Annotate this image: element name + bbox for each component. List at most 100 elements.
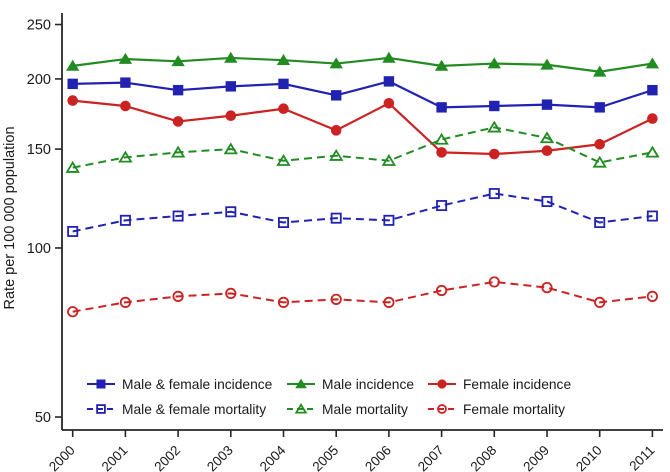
legend-item-male-female-mortality: Male & female mortality: [87, 402, 266, 417]
open-circle-marker: [383, 296, 395, 308]
filled-triangle-marker: [645, 57, 660, 69]
filled-triangle-marker: [382, 51, 396, 63]
x-tick-label: 2008: [468, 443, 500, 472]
filled-circle-marker: [225, 110, 237, 122]
open-circle-marker: [594, 296, 606, 308]
x-tick-label: 2003: [204, 443, 236, 472]
filled-square-marker: [96, 379, 106, 389]
open-triangle-marker: [65, 160, 80, 173]
filled-square-marker: [489, 100, 500, 112]
filled-circle-marker: [172, 116, 184, 127]
open-triangle-marker: [645, 145, 660, 158]
y-tick-label: 50: [35, 410, 51, 426]
filled-square-marker: [383, 76, 395, 87]
open-triangle-marker: [487, 120, 502, 133]
filled-triangle-marker: [593, 65, 607, 77]
filled-circle-marker: [647, 113, 658, 124]
series-female-incidence: [67, 95, 658, 160]
open-circle-marker: [646, 290, 659, 302]
open-circle-marker: [437, 404, 447, 414]
open-circle-marker: [119, 296, 132, 308]
x-tick-label: 2006: [362, 443, 394, 472]
filled-triangle-marker: [329, 57, 343, 69]
filled-circle-marker: [436, 147, 447, 158]
open-triangle-marker: [592, 155, 607, 168]
open-square-marker: [225, 206, 237, 218]
filled-square-marker: [647, 84, 658, 96]
y-tick-label: 150: [27, 142, 51, 158]
open-circle-marker: [67, 306, 79, 318]
series-line: [72, 280, 653, 313]
legend-label: Female incidence: [463, 377, 571, 392]
filled-circle-marker: [437, 379, 447, 389]
filled-square-marker: [594, 102, 605, 113]
series-line: [72, 192, 653, 233]
open-square-marker: [330, 212, 342, 224]
filled-triangle-marker: [276, 54, 291, 66]
x-tick-label: 2010: [573, 443, 605, 472]
filled-circle-marker: [120, 100, 131, 112]
x-tick-label: 2004: [257, 442, 289, 472]
legend-label: Female mortality: [463, 402, 565, 417]
open-triangle-marker: [276, 154, 291, 166]
filled-triangle-marker: [295, 378, 307, 389]
filled-circle-marker: [594, 138, 605, 150]
open-triangle-marker: [539, 131, 555, 144]
legend-item-female-mortality: Female mortality: [428, 402, 565, 417]
series-male-female-incidence: [67, 76, 658, 113]
filled-circle-marker: [278, 103, 289, 115]
x-tick-label: 2001: [99, 443, 131, 472]
open-square-marker: [67, 225, 79, 237]
legend-item-male-incidence: Male incidence: [287, 377, 414, 392]
filled-square-marker: [120, 77, 131, 88]
filled-square-marker: [172, 84, 184, 96]
open-square-marker: [436, 200, 448, 212]
legend-label: Male & female mortality: [122, 402, 266, 417]
open-square-marker: [96, 404, 106, 414]
series-male-mortality: [65, 120, 660, 173]
open-square-marker: [277, 217, 289, 229]
legend-label: Male incidence: [322, 377, 414, 392]
open-triangle-marker: [170, 145, 186, 158]
filled-circle-marker: [488, 148, 500, 160]
x-tick-label: 2011: [626, 443, 657, 472]
filled-triangle-marker: [224, 51, 238, 63]
y-axis-title: Rate per 100 000 population: [2, 126, 18, 309]
open-square-marker: [383, 214, 395, 226]
filled-square-marker: [331, 90, 342, 101]
filled-triangle-marker: [171, 55, 185, 67]
series-line: [72, 99, 653, 156]
filled-square-marker: [67, 78, 78, 90]
open-circle-marker: [172, 290, 184, 302]
filled-circle-marker: [67, 95, 78, 106]
legend-item-female-incidence: Female incidence: [428, 377, 571, 392]
open-square-marker: [646, 210, 658, 222]
open-triangle-marker: [118, 150, 133, 163]
open-circle-marker: [330, 293, 342, 305]
filled-square-marker: [278, 78, 289, 90]
x-tick-label: 2007: [415, 443, 447, 472]
x-tick-label: 2000: [46, 443, 78, 472]
open-circle-marker: [225, 287, 237, 300]
open-triangle-marker: [329, 148, 344, 161]
y-tick-label: 250: [27, 18, 51, 34]
open-triangle-marker: [434, 132, 449, 145]
x-tick-label: 2009: [520, 443, 552, 472]
series-group: [65, 51, 660, 318]
open-circle-marker: [435, 284, 448, 297]
filled-square-marker: [225, 81, 236, 92]
series-male-female-mortality: [67, 188, 658, 237]
series-line: [72, 126, 653, 169]
open-triangle-marker: [223, 142, 238, 155]
open-circle-marker: [488, 276, 500, 288]
filled-circle-marker: [330, 125, 342, 136]
open-square-marker: [488, 188, 500, 200]
open-triangle-marker: [381, 154, 397, 166]
series-line: [72, 56, 653, 73]
series-male-incidence: [66, 51, 660, 77]
series-female-mortality: [67, 276, 659, 318]
legend-label: Male & female incidence: [122, 377, 273, 392]
open-circle-marker: [541, 282, 553, 294]
